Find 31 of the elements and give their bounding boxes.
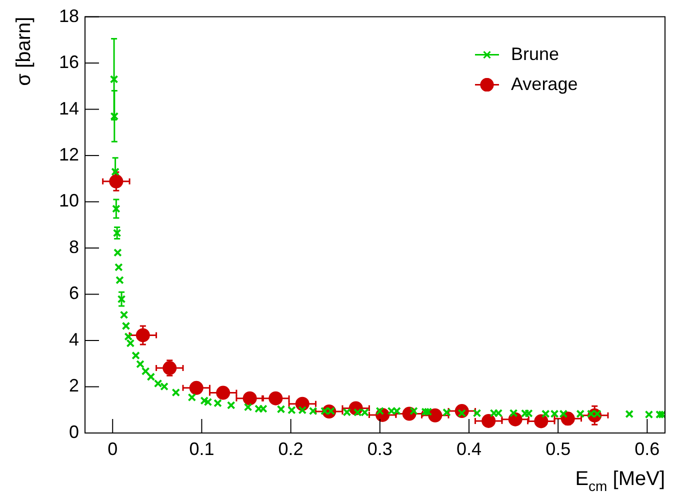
x-tick-label: 0.6 <box>634 438 660 459</box>
x-tick-label: 0.5 <box>546 438 571 459</box>
point <box>268 391 283 406</box>
x-tick-label: 0 <box>108 438 118 459</box>
point <box>189 380 204 395</box>
point <box>136 328 150 342</box>
y-tick-label: 14 <box>58 98 79 118</box>
point <box>109 174 124 188</box>
legend-label: Average <box>511 74 578 94</box>
y-tick-label: 4 <box>68 329 79 350</box>
x-tick-label: 0.1 <box>189 438 214 459</box>
y-tick-label: 18 <box>58 6 79 26</box>
point <box>242 391 257 406</box>
y-tick-label: 8 <box>68 236 79 257</box>
point <box>534 414 548 428</box>
y-tick-label: 12 <box>58 144 79 164</box>
point <box>560 412 575 426</box>
point <box>216 386 230 400</box>
x-tick-label: 0.4 <box>456 438 482 459</box>
x-tick-label: 0.3 <box>367 438 392 459</box>
y-axis-title: σ [barn] <box>13 16 35 86</box>
x-tick-label: 0.2 <box>278 438 304 459</box>
point <box>162 361 177 376</box>
y-tick-label: 6 <box>68 283 79 304</box>
y-tick-label: 10 <box>58 190 79 211</box>
y-tick-label: 2 <box>68 376 79 396</box>
point <box>482 414 496 428</box>
legend-label: Brune <box>511 44 560 64</box>
y-tick-label: 0 <box>68 422 79 442</box>
y-tick-label: 16 <box>58 52 79 72</box>
point <box>428 408 442 422</box>
